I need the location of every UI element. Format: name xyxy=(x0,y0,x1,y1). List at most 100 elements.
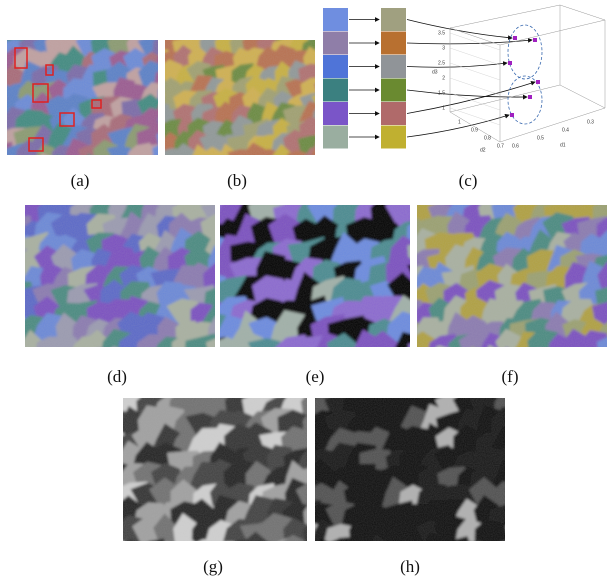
image xyxy=(129,3,344,191)
region xyxy=(406,354,447,388)
region xyxy=(581,167,611,199)
region xyxy=(212,360,253,390)
region xyxy=(334,350,363,397)
region xyxy=(609,301,615,333)
color-swatch xyxy=(323,55,348,78)
region xyxy=(0,186,14,215)
panel-label: (f) xyxy=(502,367,519,386)
grid-line xyxy=(450,48,500,65)
region xyxy=(256,161,282,187)
panel-label: (e) xyxy=(306,367,325,386)
d1-tick-label: 0.4 xyxy=(562,127,569,133)
region xyxy=(395,168,427,194)
z-tick-label: 2.5 xyxy=(438,60,445,66)
axis-line xyxy=(560,5,605,20)
region xyxy=(611,330,615,366)
region xyxy=(0,352,17,382)
region xyxy=(0,170,13,196)
region xyxy=(188,165,219,198)
region xyxy=(512,407,547,446)
d1-tick-label: 0.6 xyxy=(512,143,519,149)
arrow xyxy=(407,20,512,39)
region xyxy=(0,318,16,345)
region xyxy=(234,357,267,393)
region xyxy=(451,542,488,572)
region xyxy=(1,163,38,196)
color-swatch xyxy=(381,8,406,31)
region xyxy=(376,168,415,199)
region xyxy=(611,232,615,262)
region xyxy=(79,351,110,395)
region xyxy=(124,161,154,194)
region xyxy=(173,9,198,36)
region xyxy=(125,352,147,387)
region xyxy=(453,353,485,388)
region xyxy=(443,349,474,387)
grid-line xyxy=(450,78,500,95)
region xyxy=(101,163,135,199)
region xyxy=(488,541,529,571)
region xyxy=(140,4,167,33)
d2-tick-label: 0.7 xyxy=(497,143,504,149)
region xyxy=(153,542,186,569)
axis-line xyxy=(500,20,605,45)
texture xyxy=(417,205,607,347)
region xyxy=(610,279,615,316)
region xyxy=(274,10,298,33)
region xyxy=(167,352,204,380)
region xyxy=(601,353,615,385)
region xyxy=(406,154,447,192)
image-content xyxy=(0,0,189,191)
region xyxy=(144,160,174,187)
region xyxy=(78,499,109,539)
region xyxy=(370,159,409,194)
region xyxy=(33,153,63,190)
region xyxy=(177,161,211,191)
region xyxy=(127,5,154,31)
region xyxy=(297,8,326,36)
region xyxy=(14,156,43,183)
texture xyxy=(315,398,505,541)
d1-tick-label: 0.3 xyxy=(587,119,594,125)
region xyxy=(187,354,222,384)
region xyxy=(217,10,242,30)
z-tick-label: 1 xyxy=(442,105,445,111)
texture xyxy=(165,40,315,155)
region xyxy=(269,357,308,394)
region xyxy=(506,519,549,549)
region xyxy=(0,157,3,189)
region xyxy=(272,158,298,189)
region xyxy=(120,539,156,571)
region xyxy=(509,538,542,573)
region xyxy=(375,352,408,379)
region xyxy=(258,153,288,202)
region xyxy=(508,479,546,513)
region xyxy=(15,350,50,380)
region xyxy=(77,465,110,495)
arrow xyxy=(407,115,509,137)
region xyxy=(201,3,231,35)
color-swatch xyxy=(381,55,406,78)
region xyxy=(0,230,20,265)
region xyxy=(206,162,227,185)
region xyxy=(157,1,185,34)
z-tick-label: 3.5 xyxy=(438,30,445,36)
region xyxy=(527,347,565,380)
region xyxy=(387,356,424,396)
region xyxy=(160,10,182,37)
region xyxy=(0,155,33,188)
region xyxy=(85,165,114,200)
panel-label: (d) xyxy=(107,367,127,386)
region xyxy=(0,269,22,301)
cluster-ellipse xyxy=(508,25,542,79)
panel-label: (h) xyxy=(400,557,420,576)
region xyxy=(290,158,327,191)
point xyxy=(513,36,517,40)
region xyxy=(416,166,448,198)
region xyxy=(81,427,118,462)
region xyxy=(18,168,49,193)
region xyxy=(84,515,110,552)
axis-label: d3 xyxy=(432,69,438,75)
region xyxy=(113,158,144,185)
region xyxy=(75,5,103,34)
